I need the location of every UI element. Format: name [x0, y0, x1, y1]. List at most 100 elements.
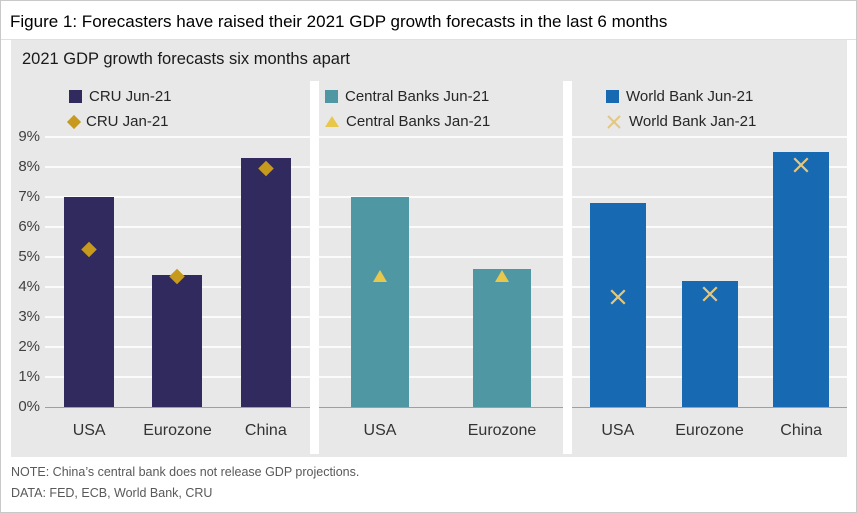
gridline	[319, 346, 563, 348]
x-marker-icon	[606, 114, 622, 130]
category-label: Eurozone	[467, 422, 537, 439]
legend: CRU Jun-21 CRU Jan-21	[45, 81, 310, 137]
category-axis: USA Eurozone	[319, 408, 563, 454]
y-tick-label: 1%	[18, 368, 40, 385]
panel-gap	[310, 81, 319, 454]
legend-item: Central Banks Jan-21	[325, 109, 563, 134]
triangle-marker-icon	[495, 270, 509, 282]
bar-usa	[64, 197, 115, 407]
point-marker	[609, 288, 627, 311]
y-tick-label: 3%	[18, 308, 40, 325]
diamond-marker-icon	[66, 114, 82, 129]
chart-panel-cru: CRU Jun-21 CRU Jan-21 USA Eurozone China	[45, 81, 310, 454]
category-slot	[664, 137, 756, 407]
bar-china	[240, 158, 291, 407]
triangle-marker-icon	[373, 270, 387, 282]
legend-label: CRU Jun-21	[89, 88, 172, 105]
legend-item: CRU Jun-21	[69, 84, 310, 109]
category-axis: USA Eurozone China	[45, 408, 310, 454]
gridline	[45, 226, 310, 228]
legend-label: CRU Jan-21	[86, 113, 169, 130]
bar-eurozone	[473, 269, 531, 407]
gridline	[319, 316, 563, 318]
legend-item: World Bank Jan-21	[606, 109, 847, 134]
point-marker	[495, 269, 509, 287]
plot-area	[572, 136, 847, 408]
legend-item: Central Banks Jun-21	[325, 84, 563, 109]
gridline	[572, 196, 847, 198]
gridline	[572, 166, 847, 168]
gridline	[45, 166, 310, 168]
category-slot	[133, 137, 221, 407]
bar-usa	[351, 197, 409, 407]
chart-panel-central-banks: Central Banks Jun-21 Central Banks Jan-21…	[319, 81, 563, 454]
gridline	[319, 136, 563, 138]
x-marker-icon	[792, 156, 810, 174]
category-label: China	[244, 422, 287, 439]
note-text: NOTE: China’s central bank does not rele…	[11, 465, 360, 479]
gridline	[319, 166, 563, 168]
gridline	[45, 196, 310, 198]
legend: World Bank Jun-21 World Bank Jan-21	[572, 81, 847, 137]
gridline	[319, 226, 563, 228]
category-slot	[319, 137, 441, 407]
triangle-marker-icon	[325, 116, 339, 127]
square-marker-icon	[69, 90, 82, 103]
y-axis: 0% 1% 2% 3% 4% 5% 6% 7% 8% 9%	[11, 128, 45, 415]
point-marker	[373, 269, 387, 287]
diamond-marker-icon	[169, 268, 186, 284]
bar-china	[773, 152, 830, 407]
point-marker	[81, 241, 97, 260]
gridline	[319, 286, 563, 288]
legend-label: Central Banks Jun-21	[345, 88, 490, 105]
y-tick-label: 0%	[18, 398, 40, 415]
category-slot	[755, 137, 847, 407]
bar-eurozone	[152, 275, 203, 407]
point-marker	[169, 268, 186, 287]
plot-area	[319, 136, 563, 408]
y-tick-label: 4%	[18, 278, 40, 295]
y-tick-label: 8%	[18, 158, 40, 175]
x-marker-icon	[609, 288, 627, 306]
category-slot	[572, 137, 664, 407]
category-label: Eurozone	[143, 422, 212, 439]
bar-usa	[589, 203, 646, 407]
point-marker	[701, 285, 719, 308]
chart-panel-world-bank: World Bank Jun-21 World Bank Jan-21 USA Eur…	[572, 81, 847, 454]
gridline	[319, 376, 563, 378]
y-tick-label: 6%	[18, 218, 40, 235]
diamond-marker-icon	[81, 241, 97, 257]
footer: NOTE: China’s central bank does not rele…	[1, 457, 856, 504]
plot-area	[45, 136, 310, 408]
gridline	[572, 226, 847, 228]
point-marker	[792, 156, 810, 179]
diamond-marker-icon	[258, 160, 274, 176]
gridline	[45, 256, 310, 258]
data-source-text: DATA: FED, ECB, World Bank, CRU	[11, 486, 213, 500]
category-label: Eurozone	[675, 422, 744, 439]
gridline	[572, 256, 847, 258]
panel-gap	[563, 81, 572, 454]
category-slot	[45, 137, 133, 407]
category-label: USA	[72, 422, 106, 439]
legend: Central Banks Jun-21 Central Banks Jan-21	[319, 81, 563, 137]
chart-area: 2021 GDP growth forecasts six months apa…	[11, 40, 847, 457]
gridline	[572, 136, 847, 138]
legend-label: Central Banks Jan-21	[346, 113, 491, 130]
gridline	[45, 136, 310, 138]
bar-eurozone	[681, 281, 738, 407]
legend-label: World Bank Jan-21	[629, 113, 757, 130]
x-marker-icon	[701, 285, 719, 303]
y-tick-label: 7%	[18, 188, 40, 205]
category-axis: USA Eurozone China	[572, 408, 847, 454]
category-slot	[222, 137, 310, 407]
square-marker-icon	[325, 90, 338, 103]
chart-subtitle: 2021 GDP growth forecasts six months apa…	[22, 50, 351, 68]
category-label: USA	[601, 422, 635, 439]
category-label: USA	[363, 422, 397, 439]
panels-row: 0% 1% 2% 3% 4% 5% 6% 7% 8% 9% CRU Jun-21 CRU Jan-2…	[11, 81, 847, 454]
y-tick-label: 2%	[18, 338, 40, 355]
gridline	[319, 256, 563, 258]
figure-title: Figure 1: Forecasters have raised their …	[1, 1, 856, 40]
